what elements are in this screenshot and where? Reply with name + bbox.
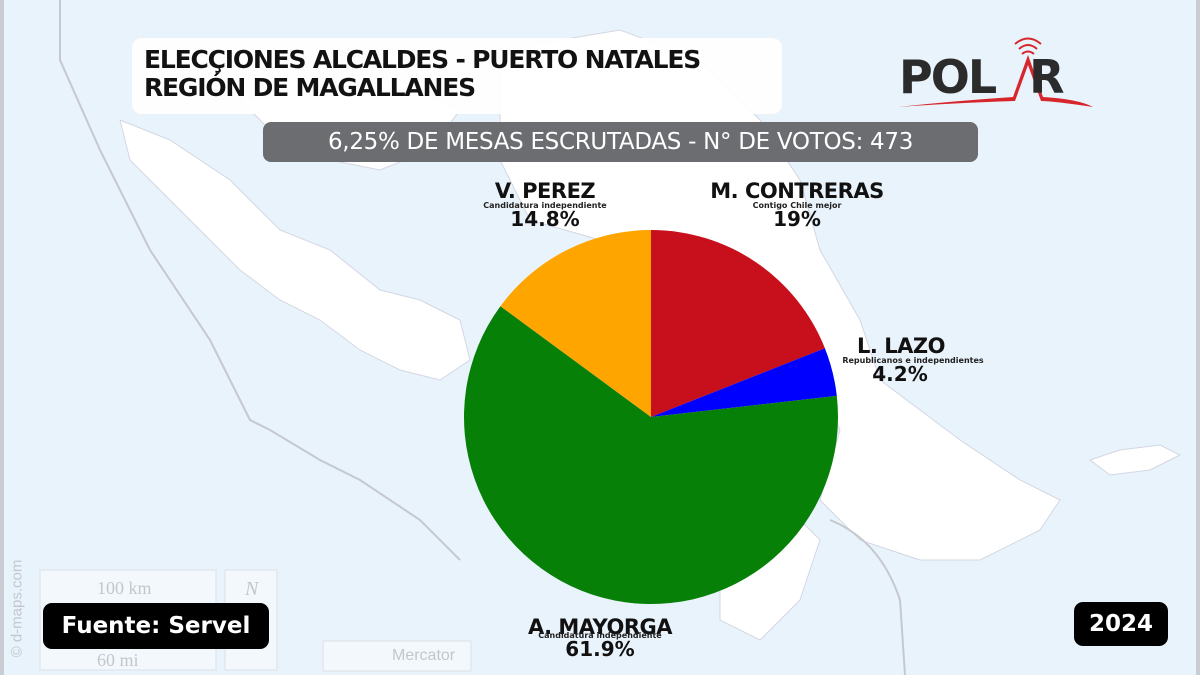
map-scale-km: 100 km <box>97 578 152 598</box>
left-frame-edge <box>0 0 4 675</box>
slice-mayorga <box>464 306 839 605</box>
candidate-party: Republicanos e independientes <box>842 356 984 365</box>
candidate-pct: 61.9% <box>565 637 635 661</box>
source-badge: Fuente: Servel <box>43 603 269 649</box>
candidate-pct: 4.2% <box>872 362 928 386</box>
candidate-party: Candidatura independiente <box>538 631 662 640</box>
slice-perez <box>500 230 651 417</box>
candidate-name: A. MAYORGA <box>527 615 673 639</box>
right-frame-edge <box>1196 0 1200 675</box>
candidate-party: Contigo Chile mejor <box>752 201 842 210</box>
title-line-1: ELECÇIONES ALCALDES - PUERTO NATALES <box>144 45 701 74</box>
candidate-party: Candidatura independiente <box>483 201 607 210</box>
slice-lazo <box>651 348 837 417</box>
title-box: ELECÇIONES ALCALDES - PUERTO NATALES REG… <box>132 38 782 114</box>
slice-contreras <box>651 230 825 417</box>
counted-tables-subtitle: 6,25% DE MESAS ESCRUTADAS - N° DE VOTOS:… <box>263 122 978 162</box>
label-contreras: M. CONTRERAS Contigo Chile mejor 19% <box>697 179 897 231</box>
logo-text: POL R <box>899 50 1065 104</box>
map-scale-mi: 60 mi <box>97 650 139 670</box>
label-mayorga: A. MAYORGA Candidatura independiente 61.… <box>505 615 695 661</box>
candidate-name: V. PEREZ <box>494 179 596 203</box>
label-perez: V. PEREZ Candidatura independiente 14.8% <box>470 179 620 231</box>
title-line-2: REGIÓN DE MAGALLANES <box>144 73 476 102</box>
radio-tower-icon <box>898 37 1093 107</box>
candidate-pct: 14.8% <box>510 207 580 231</box>
label-lazo: L. LAZO Republicanos e independientes 4.… <box>828 336 998 385</box>
year-badge: 2024 <box>1074 602 1168 646</box>
polar-logo: POL R <box>893 35 1098 115</box>
candidate-pct: 19% <box>773 207 821 231</box>
candidate-name: M. CONTRERAS <box>710 179 884 203</box>
map-projection: Mercator <box>392 647 456 664</box>
map-north-label: N <box>245 578 259 600</box>
candidate-name: L. LAZO <box>857 334 945 358</box>
